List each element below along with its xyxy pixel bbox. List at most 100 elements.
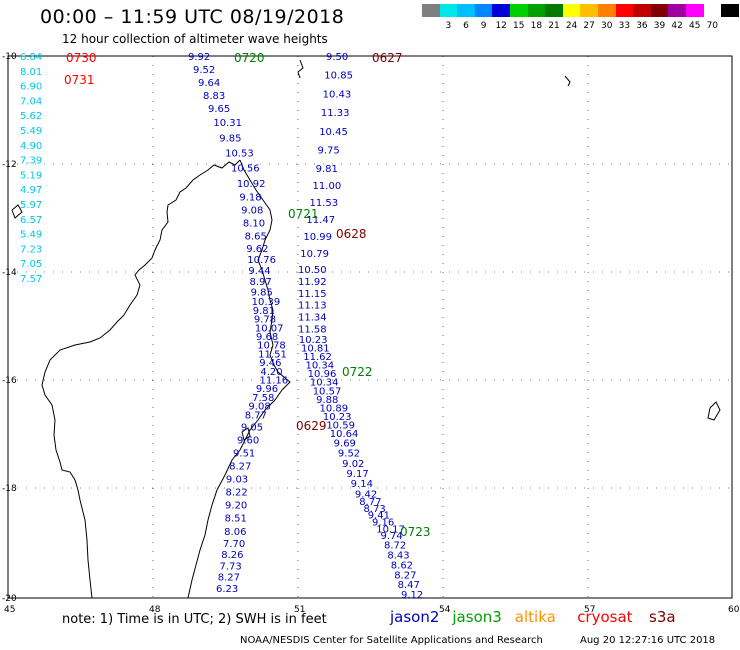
wave-height-value: 7.58 xyxy=(252,393,274,404)
wave-height-value: 9.46 xyxy=(259,358,281,369)
lat-tick-label: -16 xyxy=(2,376,17,386)
wave-height-value: 9.75 xyxy=(317,146,339,157)
lon-tick-label: 45 xyxy=(4,605,15,615)
wave-height-value: 8.72 xyxy=(384,541,406,552)
colorbar-cell: 45 xyxy=(685,4,704,31)
time-label: 0629 xyxy=(296,419,327,433)
wave-height-value: 7.57 xyxy=(20,274,42,285)
wave-height-value: 9.16 xyxy=(372,518,394,529)
time-label: 0721 xyxy=(288,207,319,221)
wave-height-value: 10.34 xyxy=(310,378,339,389)
wave-height-value: 8.22 xyxy=(225,488,247,499)
wave-height-value: 10.23 xyxy=(323,412,352,423)
time-label: 0627 xyxy=(372,51,403,65)
wave-height-value: 11.16 xyxy=(260,375,289,386)
altimeter-tracks: 6.84 8.01 6.90 7.04 5.62 5.49 4.90 7.39 5.19 4.97… xyxy=(20,52,423,601)
wave-height-value: 9.14 xyxy=(351,479,373,490)
wave-height-value: 8.27 xyxy=(229,462,251,473)
coastline-comoros xyxy=(11,204,23,219)
colorbar-label: 33 xyxy=(618,21,631,31)
wave-height-value: 4.20 xyxy=(260,367,282,378)
colorbar-swatch xyxy=(509,4,528,17)
colorbar-swatch xyxy=(474,4,493,17)
wave-height-value: 10.45 xyxy=(319,127,348,138)
colorbar-swatch xyxy=(668,4,686,17)
colorbar-cell xyxy=(422,4,440,31)
colorbar-swatch xyxy=(562,4,581,17)
wave-height-value: 8.62 xyxy=(391,560,413,571)
footer-note: note: 1) Time is in UTC; 2) SWH is in fe… xyxy=(62,612,327,627)
wave-height-value: 10.89 xyxy=(320,403,349,414)
colorbar-cell: 70 xyxy=(703,4,722,31)
colorbar-label: 6 xyxy=(463,21,469,31)
wave-height-value: 9.42 xyxy=(355,489,377,500)
wave-height-value: 10.78 xyxy=(257,341,286,352)
page-title: 00:00 – 11:59 UTC 08/19/2018 xyxy=(40,6,345,28)
wave-height-value: 9.50 xyxy=(326,52,348,63)
time-label: 0722 xyxy=(342,365,373,379)
colorbar-swatch xyxy=(721,4,739,17)
timestamp-text: Aug 20 12:27:16 UTC 2018 xyxy=(580,635,716,646)
colorbar-cell: 3 xyxy=(439,4,458,31)
map-frame xyxy=(7,55,733,599)
time-label: 0628 xyxy=(336,227,367,241)
wave-height-value: 5.49 xyxy=(20,126,42,137)
coastline-island-ne xyxy=(564,75,571,87)
colorbar-label: 24 xyxy=(565,21,578,31)
wave-height-value: 10.81 xyxy=(301,344,330,355)
wave-height-value: 10.59 xyxy=(326,420,355,431)
wave-height-value: 10.99 xyxy=(303,232,332,243)
wave-height-value: 8.06 xyxy=(224,527,246,538)
lon-tick-label: 60 xyxy=(728,605,740,615)
wave-height-value: 9.64 xyxy=(198,78,220,89)
colorbar-label: 36 xyxy=(636,21,648,31)
wave-height-value: 9.18 xyxy=(239,192,261,203)
wave-height-value: 9.02 xyxy=(342,459,364,470)
wave-height-value: 9.52 xyxy=(193,65,215,76)
wave-height-value: 9.08 xyxy=(241,205,263,216)
wave-height-value: 8.51 xyxy=(225,514,247,525)
wave-height-value: 6.23 xyxy=(216,584,238,595)
time-label: 0723 xyxy=(400,525,431,539)
wave-height-value: 8.65 xyxy=(245,232,267,243)
wave-height-value: 8.83 xyxy=(203,91,225,102)
wave-height-value: 9.12 xyxy=(401,590,423,601)
wave-height-value: 9.69 xyxy=(334,438,356,449)
colorbar-label: 15 xyxy=(513,21,525,31)
wave-height-value: 9.81 xyxy=(316,164,338,175)
colorbar-swatch xyxy=(422,4,440,17)
lat-tick-label: -10 xyxy=(2,52,17,62)
colorbar-swatch xyxy=(545,4,563,17)
coastline-island-east xyxy=(707,401,721,421)
wave-height-value: 9.41 xyxy=(368,511,390,522)
wave-height-value: 10.79 xyxy=(300,249,329,260)
wave-height-value: 6.84 xyxy=(20,52,42,63)
wave-height-value: 9.62 xyxy=(246,244,268,255)
wave-height-value: 7.39 xyxy=(20,156,42,167)
lat-lon-grid xyxy=(8,56,732,598)
wave-height-value: 10.53 xyxy=(225,149,254,160)
lat-tick-label: -18 xyxy=(2,484,17,494)
wave-height-value: 10.92 xyxy=(237,179,266,190)
colorbar-label: 70 xyxy=(706,21,719,31)
wave-height-value: 8.47 xyxy=(398,580,420,591)
wave-height-value: 8.01 xyxy=(20,67,42,78)
wave-height-value: 7.05 xyxy=(20,259,42,270)
wave-height-value: 11.92 xyxy=(298,277,327,288)
wave-height-value: 10.17 xyxy=(376,524,405,535)
satellite-label: jason2 xyxy=(390,608,440,626)
track-s3a: 6.84 8.01 6.90 7.04 5.62 5.49 4.90 7.39 5.19 4.97… xyxy=(20,52,42,285)
wave-height-value: 10.64 xyxy=(330,429,359,440)
colorbar-swatch xyxy=(615,4,634,17)
wave-height-value: 9.78 xyxy=(254,315,276,326)
colorbar-swatch xyxy=(580,4,598,17)
satellite-label: jason3 xyxy=(452,608,502,626)
wave-height-value: 8.43 xyxy=(387,551,409,562)
track-jason2: 9.50 10.85 10.43 11.33 10.45 9.75 9.81 11.00 11.… xyxy=(298,52,423,601)
colorbar-cell: 9 xyxy=(474,4,493,31)
wave-height-value: 9.68 xyxy=(256,332,278,343)
wave-height-value: 9.52 xyxy=(338,449,360,460)
wave-height-value: 5.97 xyxy=(20,200,42,211)
time-label: 0731 xyxy=(64,73,95,87)
